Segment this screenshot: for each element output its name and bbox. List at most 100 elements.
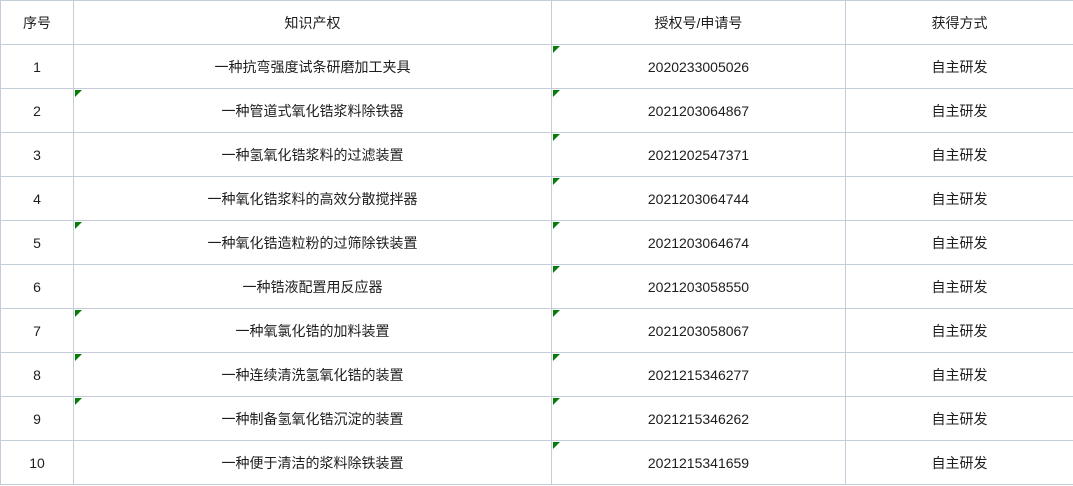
error-indicator-icon	[75, 222, 82, 229]
error-indicator-icon	[553, 354, 560, 361]
cell-number-text: 2021203058550	[647, 278, 750, 295]
cell-index[interactable]: 8	[0, 352, 74, 397]
error-indicator-icon	[553, 266, 560, 273]
error-indicator-icon	[553, 178, 560, 185]
error-indicator-icon	[75, 398, 82, 405]
cell-index-text: 8	[33, 366, 41, 383]
cell-ip-text: 一种抗弯强度试条研磨加工夹具	[214, 58, 411, 75]
cell-index[interactable]: 7	[0, 308, 74, 353]
table-row: 3 一种氢氧化锆浆料的过滤装置 2021202547371 自主研发	[0, 132, 1073, 177]
cell-method[interactable]: 自主研发	[845, 440, 1073, 485]
cell-number[interactable]: 2021215346262	[551, 396, 846, 441]
error-indicator-icon	[75, 90, 82, 97]
error-indicator-icon	[553, 442, 560, 449]
cell-ip[interactable]: 一种连续清洗氢氧化锆的装置	[73, 352, 552, 397]
cell-method-text: 自主研发	[931, 146, 988, 163]
error-indicator-icon	[553, 46, 560, 53]
cell-method[interactable]: 自主研发	[845, 264, 1073, 309]
error-indicator-icon	[553, 134, 560, 141]
cell-method-text: 自主研发	[931, 410, 988, 427]
cell-method-text: 自主研发	[931, 322, 988, 339]
cell-number-text: 2020233005026	[647, 58, 750, 75]
header-cell-index[interactable]: 序号	[0, 0, 74, 45]
cell-ip[interactable]: 一种抗弯强度试条研磨加工夹具	[73, 44, 552, 89]
cell-ip[interactable]: 一种锆液配置用反应器	[73, 264, 552, 309]
table-row: 2 一种管道式氧化锆浆料除铁器 2021203064867 自主研发	[0, 88, 1073, 133]
cell-number-text: 2021215346277	[647, 366, 750, 383]
cell-method[interactable]: 自主研发	[845, 220, 1073, 265]
table-row: 6 一种锆液配置用反应器 2021203058550 自主研发	[0, 264, 1073, 309]
cell-index[interactable]: 2	[0, 88, 74, 133]
cell-method[interactable]: 自主研发	[845, 396, 1073, 441]
cell-method[interactable]: 自主研发	[845, 132, 1073, 177]
cell-ip[interactable]: 一种氧化锆浆料的高效分散搅拌器	[73, 176, 552, 221]
cell-number[interactable]: 2021203064867	[551, 88, 846, 133]
error-indicator-icon	[75, 310, 82, 317]
cell-method[interactable]: 自主研发	[845, 44, 1073, 89]
cell-method-text: 自主研发	[931, 234, 988, 251]
cell-number[interactable]: 2021203058550	[551, 264, 846, 309]
cell-ip-text: 一种氧化锆造粒粉的过筛除铁装置	[207, 234, 418, 251]
cell-method-text: 自主研发	[931, 366, 988, 383]
cell-ip[interactable]: 一种便于清洁的浆料除铁装置	[73, 440, 552, 485]
cell-index-text: 3	[33, 146, 41, 163]
error-indicator-icon	[75, 354, 82, 361]
table-row: 9 一种制备氢氧化锆沉淀的装置 2021215346262 自主研发	[0, 396, 1073, 441]
table-row: 5 一种氧化锆造粒粉的过筛除铁装置 2021203064674 自主研发	[0, 220, 1073, 265]
cell-number[interactable]: 2021215341659	[551, 440, 846, 485]
cell-index[interactable]: 1	[0, 44, 74, 89]
cell-method-text: 自主研发	[931, 278, 988, 295]
cell-ip[interactable]: 一种氧化锆造粒粉的过筛除铁装置	[73, 220, 552, 265]
cell-index[interactable]: 5	[0, 220, 74, 265]
cell-method-text: 自主研发	[931, 454, 988, 471]
cell-ip-text: 一种锆液配置用反应器	[242, 278, 383, 295]
header-cell-number[interactable]: 授权号/申请号	[551, 0, 846, 45]
cell-number-text: 2021203064867	[647, 102, 750, 119]
cell-number-text: 2021202547371	[647, 146, 750, 163]
table-row: 8 一种连续清洗氢氧化锆的装置 2021215346277 自主研发	[0, 352, 1073, 397]
cell-method[interactable]: 自主研发	[845, 308, 1073, 353]
error-indicator-icon	[553, 310, 560, 317]
header-cell-ip[interactable]: 知识产权	[73, 0, 552, 45]
error-indicator-icon	[553, 90, 560, 97]
cell-number[interactable]: 2021203064744	[551, 176, 846, 221]
error-indicator-icon	[553, 222, 560, 229]
cell-ip[interactable]: 一种制备氢氧化锆沉淀的装置	[73, 396, 552, 441]
cell-number[interactable]: 2021203064674	[551, 220, 846, 265]
cell-number[interactable]: 2021215346277	[551, 352, 846, 397]
cell-index-text: 6	[33, 278, 41, 295]
cell-method[interactable]: 自主研发	[845, 176, 1073, 221]
cell-number[interactable]: 2020233005026	[551, 44, 846, 89]
cell-index-text: 10	[29, 454, 45, 471]
cell-number-text: 2021215341659	[647, 454, 750, 471]
cell-index[interactable]: 4	[0, 176, 74, 221]
cell-index-text: 5	[33, 234, 41, 251]
cell-index-text: 1	[33, 58, 41, 75]
cell-ip[interactable]: 一种氢氧化锆浆料的过滤装置	[73, 132, 552, 177]
cell-index[interactable]: 10	[0, 440, 74, 485]
cell-ip-text: 一种氢氧化锆浆料的过滤装置	[221, 146, 404, 163]
cell-method[interactable]: 自主研发	[845, 88, 1073, 133]
cell-number[interactable]: 2021202547371	[551, 132, 846, 177]
cell-ip[interactable]: 一种氧氯化锆的加料装置	[73, 308, 552, 353]
cell-ip-text: 一种管道式氧化锆浆料除铁器	[221, 102, 404, 119]
cell-index[interactable]: 6	[0, 264, 74, 309]
cell-method-text: 自主研发	[931, 102, 988, 119]
cell-method[interactable]: 自主研发	[845, 352, 1073, 397]
cell-number-text: 2021203064744	[647, 190, 750, 207]
cell-index[interactable]: 3	[0, 132, 74, 177]
cell-number-text: 2021215346262	[647, 410, 750, 427]
cell-ip-text: 一种制备氢氧化锆沉淀的装置	[221, 410, 404, 427]
table-row: 1 一种抗弯强度试条研磨加工夹具 2020233005026 自主研发	[0, 44, 1073, 89]
cell-number[interactable]: 2021203058067	[551, 308, 846, 353]
cell-index-text: 4	[33, 190, 41, 207]
cell-index[interactable]: 9	[0, 396, 74, 441]
cell-number-text: 2021203064674	[647, 234, 750, 251]
cell-ip-text: 一种连续清洗氢氧化锆的装置	[221, 366, 404, 383]
cell-number-text: 2021203058067	[647, 322, 750, 339]
cell-ip[interactable]: 一种管道式氧化锆浆料除铁器	[73, 88, 552, 133]
cell-index-text: 7	[33, 322, 41, 339]
header-cell-method[interactable]: 获得方式	[845, 0, 1073, 45]
cell-index-text: 2	[33, 102, 41, 119]
